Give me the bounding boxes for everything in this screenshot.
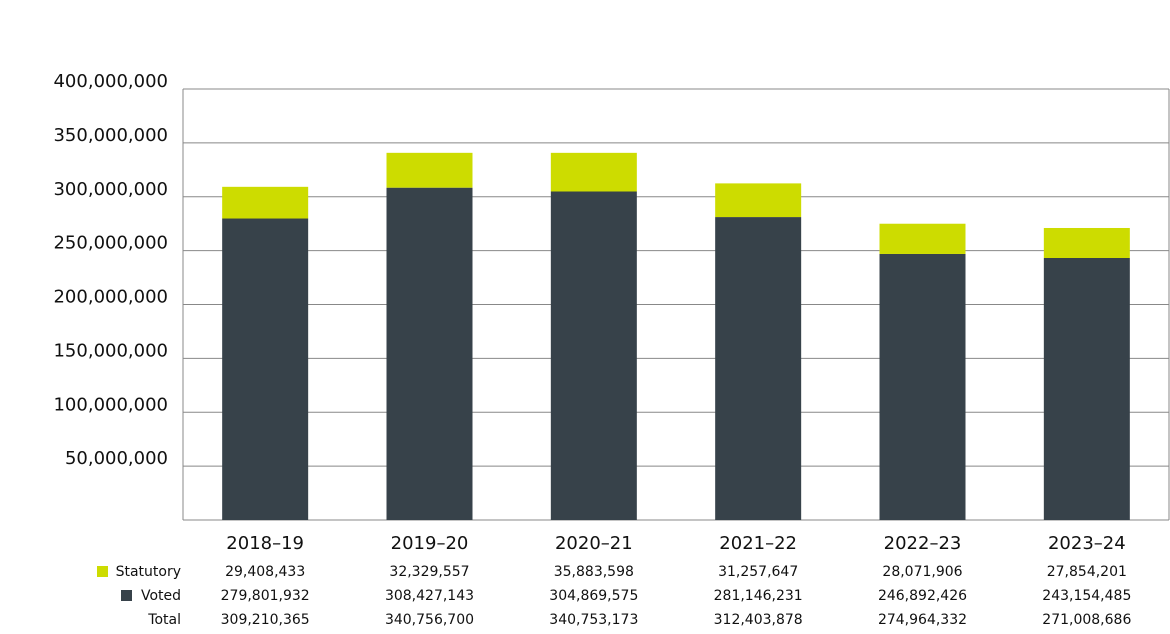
y-tick-label: 300,000,000 xyxy=(53,179,168,200)
table-value: 308,427,143 xyxy=(385,588,474,604)
table-value: 35,883,598 xyxy=(554,564,634,580)
x-tick-label: 2021–22 xyxy=(719,533,797,554)
y-tick-label: 100,000,000 xyxy=(53,394,168,415)
table-value: 304,869,575 xyxy=(549,588,638,604)
bar-segment xyxy=(222,186,309,219)
table-value: 279,801,932 xyxy=(221,588,310,604)
bar-segment xyxy=(386,187,473,521)
bar-segment xyxy=(1043,258,1130,520)
bar-segment xyxy=(715,183,802,218)
total-value: 271,008,686 xyxy=(1042,612,1131,628)
bar-segment xyxy=(715,217,802,520)
table-value: 27,854,201 xyxy=(1047,564,1127,580)
bar-segment xyxy=(879,223,966,254)
x-tick-label: 2019–20 xyxy=(391,533,469,554)
total-value: 312,403,878 xyxy=(714,612,803,628)
table-value: 246,892,426 xyxy=(878,588,967,604)
legend-swatch xyxy=(97,566,108,577)
table-value: 281,146,231 xyxy=(714,588,803,604)
y-tick-label: 400,000,000 xyxy=(53,71,168,92)
total-value: 309,210,365 xyxy=(221,612,310,628)
x-tick-label: 2022–23 xyxy=(884,533,962,554)
table-value: 29,408,433 xyxy=(225,564,305,580)
bar-segment xyxy=(879,253,966,521)
bar-segment xyxy=(550,152,637,192)
x-tick-label: 2023–24 xyxy=(1048,533,1126,554)
x-tick-label: 2018–19 xyxy=(226,533,304,554)
y-tick-label: 200,000,000 xyxy=(53,287,168,308)
y-tick-label: 250,000,000 xyxy=(53,233,168,254)
legend-label: Voted xyxy=(141,588,181,604)
total-label: Total xyxy=(147,612,181,628)
total-value: 340,753,173 xyxy=(549,612,638,628)
y-tick-label: 350,000,000 xyxy=(53,125,168,146)
bar-segment xyxy=(1043,227,1130,259)
y-tick-label: 150,000,000 xyxy=(53,340,168,361)
x-tick-label: 2020–21 xyxy=(555,533,633,554)
total-value: 340,756,700 xyxy=(385,612,474,628)
bar-segment xyxy=(550,191,637,520)
bar-segment xyxy=(222,218,309,520)
y-tick-label: 50,000,000 xyxy=(65,448,168,469)
legend-label: Statutory xyxy=(116,564,181,580)
legend-swatch xyxy=(121,590,132,601)
table-value: 243,154,485 xyxy=(1042,588,1131,604)
table-value: 32,329,557 xyxy=(389,564,469,580)
bar-segment xyxy=(386,152,473,188)
table-value: 31,257,647 xyxy=(718,564,798,580)
total-value: 274,964,332 xyxy=(878,612,967,628)
table-value: 28,071,906 xyxy=(882,564,962,580)
